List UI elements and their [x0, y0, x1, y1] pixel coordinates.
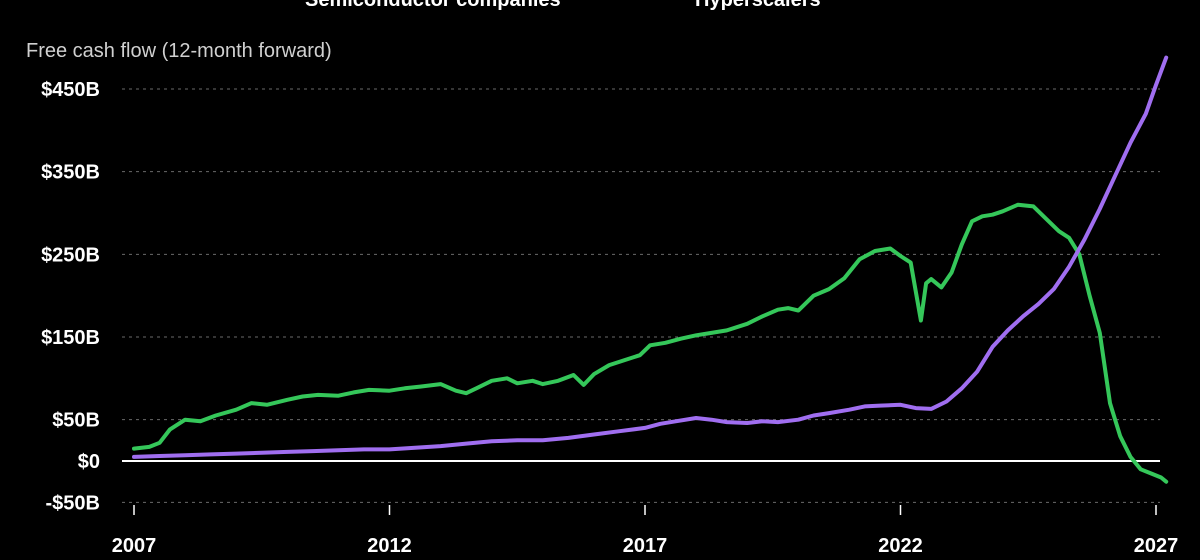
- x-tick-label: 2027: [1134, 535, 1179, 557]
- y-tick-label: -$50B: [46, 492, 100, 514]
- y-axis-title: Free cash flow (12-month forward): [26, 40, 332, 62]
- legend-label-hyperscalers: Hyperscalers: [695, 0, 821, 11]
- y-tick-labels: $450B $350B $250B $150B $50B $0 -$50B: [41, 79, 100, 514]
- series-lines: [132, 55, 1169, 484]
- x-tick-label: 2022: [878, 535, 923, 557]
- x-tick-label: 2012: [367, 535, 412, 557]
- legend-label-semiconductor: Semiconductor companies: [305, 0, 561, 11]
- x-tick-label: 2017: [623, 535, 668, 557]
- legend: Semiconductor companies Hyperscalers: [305, 0, 821, 11]
- y-tick-label: $50B: [52, 410, 100, 432]
- series-line-hyperscalers: [132, 55, 1169, 459]
- series-line-semiconductor: [132, 202, 1169, 484]
- y-tick-label: $450B: [41, 79, 100, 101]
- gridlines: [122, 88, 1160, 503]
- y-tick-label: $250B: [41, 244, 100, 266]
- y-tick-label: $350B: [41, 162, 100, 184]
- y-tick-label: $0: [78, 451, 100, 473]
- x-tick-label: 2007: [112, 535, 157, 557]
- y-tick-label: $150B: [41, 327, 100, 349]
- x-axis: 2007 2012 2017 2022 2027: [112, 505, 1179, 557]
